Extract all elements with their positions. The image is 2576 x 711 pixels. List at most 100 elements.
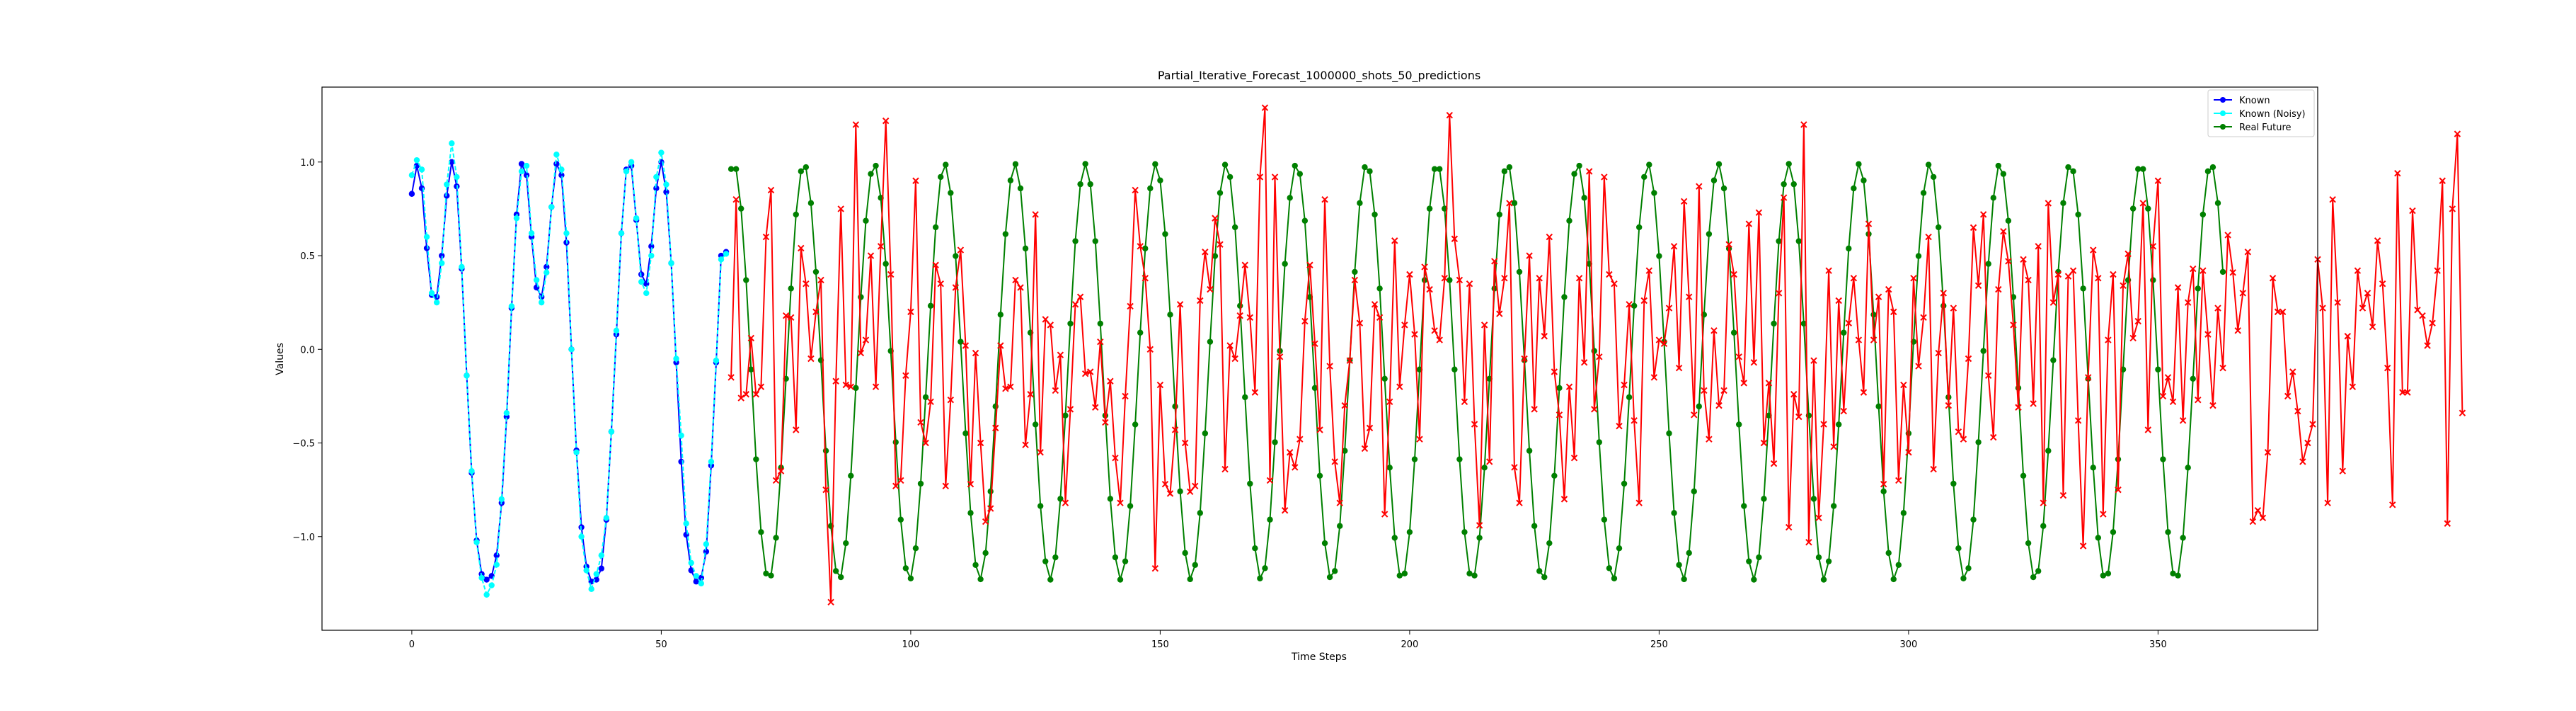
data-point <box>728 374 735 381</box>
real-future-series <box>728 161 2226 583</box>
data-point <box>1880 480 1887 488</box>
data-point <box>1281 507 1289 514</box>
data-point <box>1566 217 1572 224</box>
data-point <box>2095 535 2101 541</box>
data-point <box>1745 220 1753 227</box>
data-point <box>927 302 934 309</box>
data-point <box>882 117 890 125</box>
data-point <box>1756 554 1762 561</box>
data-point <box>1974 282 1982 290</box>
data-point <box>892 482 899 490</box>
data-point <box>852 121 860 128</box>
data-point <box>1226 174 1234 181</box>
data-point <box>912 177 919 184</box>
data-point <box>1092 404 1099 411</box>
data-point <box>1352 268 1358 275</box>
data-point <box>1631 417 1638 424</box>
data-point <box>1915 363 1922 370</box>
data-point <box>1356 319 1364 326</box>
data-point <box>698 574 704 581</box>
data-point <box>1212 253 1219 259</box>
data-point <box>1276 353 1284 360</box>
y-axis-ticks: −1.0 −0.5 0.0 0.5 1.0 <box>292 158 322 543</box>
legend-marker <box>2220 97 2226 103</box>
data-point <box>2134 317 2141 325</box>
data-point <box>812 268 820 275</box>
data-point <box>1476 522 1483 529</box>
data-point <box>1591 348 1597 354</box>
data-point <box>1580 359 1588 366</box>
data-point <box>962 342 970 349</box>
data-point <box>2159 392 2167 400</box>
data-point <box>798 244 805 252</box>
data-point <box>1142 275 1149 282</box>
data-point <box>862 336 870 343</box>
data-point <box>1875 403 1882 410</box>
data-point <box>2200 211 2207 218</box>
data-point <box>483 591 490 598</box>
forecast-series <box>728 104 2466 606</box>
data-point <box>1790 391 1798 398</box>
data-point <box>2190 375 2196 382</box>
x-tick-label: 300 <box>1899 639 1917 650</box>
x-tick-label: 200 <box>1401 639 1418 650</box>
data-point <box>2214 305 2221 312</box>
data-point <box>1112 554 1119 561</box>
data-point <box>548 204 555 210</box>
data-point <box>1900 510 1907 516</box>
data-point <box>1860 389 1868 396</box>
data-point <box>1357 200 1363 206</box>
data-point <box>1861 177 1867 183</box>
data-point <box>2195 396 2202 404</box>
data-point <box>812 308 820 316</box>
data-point <box>1665 305 1673 312</box>
data-point <box>1257 575 1263 581</box>
data-point <box>1077 181 1083 188</box>
data-point <box>1631 302 1638 309</box>
data-point <box>1870 336 1878 343</box>
data-point <box>2095 275 2102 282</box>
data-point <box>1431 327 1438 334</box>
data-point <box>758 529 764 535</box>
data-point <box>1710 177 1718 183</box>
known-noisy-line <box>410 143 727 597</box>
data-point <box>673 356 679 362</box>
data-point <box>2204 331 2212 338</box>
data-point <box>1321 195 1328 203</box>
data-point <box>2115 486 2122 494</box>
data-point <box>439 260 445 266</box>
data-point <box>1521 355 1528 363</box>
data-point <box>698 580 704 587</box>
data-point <box>1560 496 1568 503</box>
legend-marker <box>2220 110 2226 116</box>
data-point <box>563 230 570 237</box>
data-point <box>1391 237 1398 244</box>
data-point <box>1411 331 1418 338</box>
chart-title: Partial_Iterative_Forecast_1000000_shots… <box>1158 69 1480 83</box>
data-point <box>1371 301 1379 308</box>
data-point <box>1067 320 1074 327</box>
data-point <box>1007 177 1014 183</box>
y-tick-label: 1.0 <box>300 158 315 169</box>
data-point <box>1027 391 1034 398</box>
data-point <box>1421 263 1428 271</box>
data-point <box>518 168 525 175</box>
data-point <box>887 271 895 278</box>
data-point <box>1012 276 1019 284</box>
data-point <box>1645 267 1653 274</box>
data-point <box>2020 256 2027 263</box>
data-point <box>1461 398 1468 406</box>
data-point <box>1511 464 1518 471</box>
data-point <box>2429 319 2436 326</box>
data-point <box>1082 161 1088 167</box>
data-point <box>1955 428 1962 436</box>
data-point <box>1501 275 1508 282</box>
data-point <box>558 166 565 173</box>
data-point <box>1950 305 1957 312</box>
data-point <box>464 372 470 379</box>
data-point <box>2000 171 2007 177</box>
data-point <box>678 432 684 439</box>
data-point <box>1092 238 1098 244</box>
data-point <box>1980 348 1986 354</box>
